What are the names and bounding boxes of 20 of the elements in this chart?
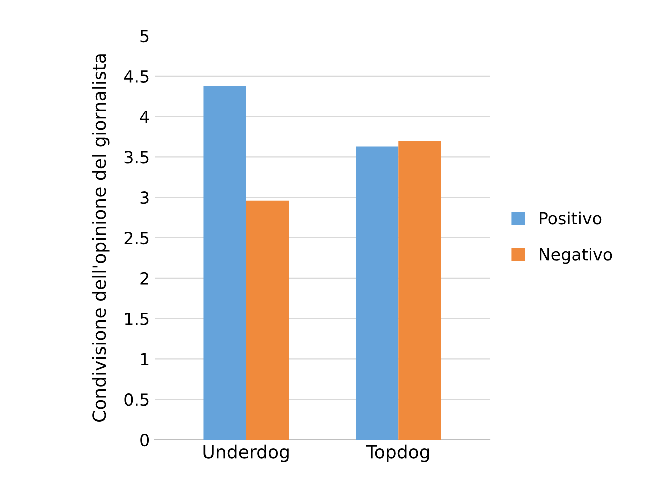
legend-label: Positivo [540,212,602,225]
y-tick-label: 3.5 [124,151,149,164]
y-tick-label: 2 [140,272,148,285]
x-tick-label: Topdog [366,444,430,462]
y-axis-title: Condivisione dell'opinione del giornalista [92,54,110,422]
y-tick-label: 0.5 [124,394,149,406]
bar [204,86,246,440]
y-tick-label: 1.5 [125,312,149,326]
y-tick-label: 3 [140,192,149,204]
bar [356,146,399,440]
bar [398,141,442,440]
y-tick-label: 5 [140,30,149,43]
x-tick-label: Underdog [204,444,289,462]
y-tick-label: 1 [141,353,149,366]
y-tick-label: 4 [140,110,150,124]
y-tick-label: 2.5 [124,232,149,245]
y-tick-label: 4.5 [124,70,149,83]
bar [246,200,289,440]
y-tick-label: 0 [140,434,150,447]
legend-label: Negativo [540,248,612,264]
